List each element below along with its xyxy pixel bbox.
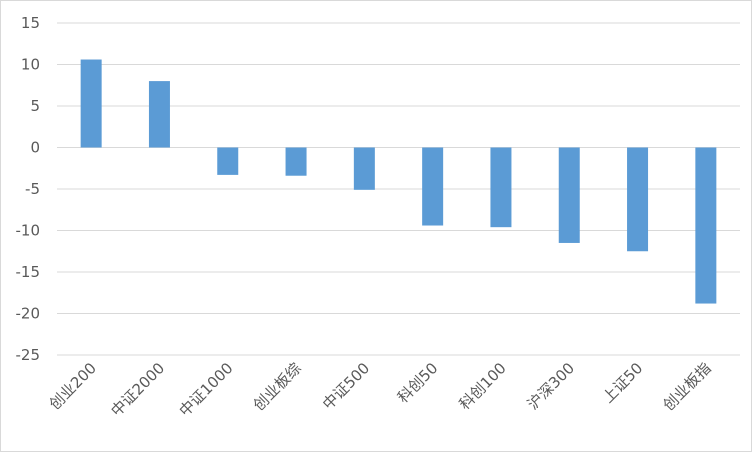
bar (285, 147, 307, 176)
bar (217, 147, 239, 175)
bar (558, 147, 580, 243)
y-tick-label: -5 (25, 180, 40, 198)
y-tick-label: -25 (16, 346, 41, 364)
y-tick-label: -15 (16, 263, 41, 281)
x-tick-label: 中证1000 (176, 359, 237, 420)
x-tick-label: 沪深300 (524, 359, 578, 413)
x-tick-label: 上证50 (599, 359, 646, 406)
x-tick-label: 科创50 (394, 359, 441, 406)
bar (627, 147, 649, 252)
x-tick-label: 创业板综 (250, 359, 305, 414)
x-tick-label: 科创100 (456, 359, 510, 413)
y-tick-label: 10 (21, 56, 40, 74)
bar (80, 59, 102, 148)
x-tick-label: 创业板指 (660, 359, 715, 414)
y-tick-label: -10 (16, 222, 41, 240)
bar (148, 81, 170, 148)
x-tick-label: 中证2000 (107, 359, 168, 420)
bar (695, 147, 717, 304)
bars (80, 59, 717, 304)
y-tick-label: 15 (21, 14, 40, 32)
bar (353, 147, 375, 190)
y-tick-label: 0 (30, 139, 40, 157)
gridlines (57, 22, 740, 356)
x-axis-labels: 创业200 中证2000 中证1000 创业板综 中证500 科创50 科创100 沪深300… (46, 359, 715, 420)
bar (490, 147, 512, 228)
x-tick-label: 中证500 (319, 359, 373, 413)
y-axis-ticks: 15 10 5 0 -5 -10 -15 -20 -25 (16, 14, 41, 364)
y-tick-label: -20 (16, 305, 41, 323)
bar (422, 147, 444, 226)
y-tick-label: 5 (30, 97, 40, 115)
x-tick-label: 创业200 (46, 359, 100, 413)
